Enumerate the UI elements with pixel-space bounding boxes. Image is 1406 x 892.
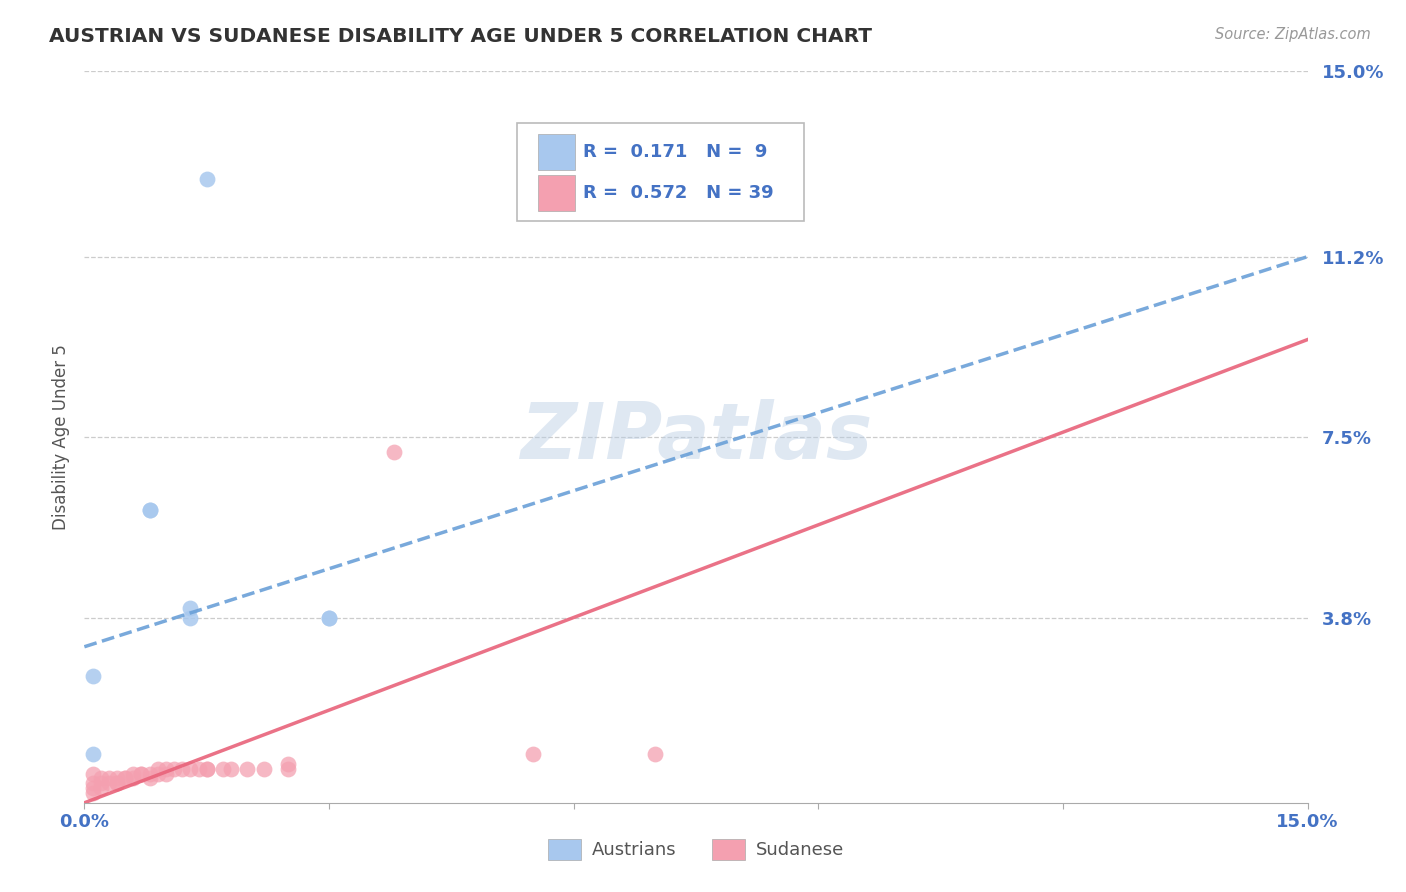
Point: [82, 669, 104, 683]
Legend: Austrians, Sudanese: Austrians, Sudanese: [541, 831, 851, 867]
Point: [82, 781, 104, 796]
Text: R =  0.572   N = 39: R = 0.572 N = 39: [583, 184, 775, 202]
Text: ZIPatlas: ZIPatlas: [520, 399, 872, 475]
Point: [122, 772, 145, 786]
Point: [236, 762, 259, 776]
Point: [138, 766, 160, 780]
Point: [253, 762, 276, 776]
Point: [138, 772, 160, 786]
Point: [90, 772, 112, 786]
Point: [105, 776, 128, 790]
Point: [82, 786, 104, 800]
Point: [163, 762, 186, 776]
Point: [155, 762, 177, 776]
Text: R =  0.171   N =  9: R = 0.171 N = 9: [583, 143, 768, 161]
Point: [179, 610, 201, 624]
Point: [122, 766, 145, 780]
Point: [97, 776, 120, 790]
Point: [97, 772, 120, 786]
Point: [219, 762, 242, 776]
Point: [155, 766, 177, 780]
Point: [146, 762, 169, 776]
Point: [318, 610, 340, 624]
Point: [212, 762, 235, 776]
Point: [195, 762, 218, 776]
Point: [82, 766, 104, 780]
Point: [195, 171, 218, 186]
Point: [187, 762, 209, 776]
Point: [82, 776, 104, 790]
Point: [82, 747, 104, 761]
Point: [105, 772, 128, 786]
Point: [105, 776, 128, 790]
Text: Source: ZipAtlas.com: Source: ZipAtlas.com: [1215, 27, 1371, 42]
Point: [277, 756, 299, 771]
Point: [179, 600, 201, 615]
Point: [90, 776, 112, 790]
Point: [172, 762, 194, 776]
Point: [138, 503, 160, 517]
Point: [131, 766, 153, 780]
Text: AUSTRIAN VS SUDANESE DISABILITY AGE UNDER 5 CORRELATION CHART: AUSTRIAN VS SUDANESE DISABILITY AGE UNDE…: [49, 27, 872, 45]
Point: [644, 747, 666, 761]
Y-axis label: Disability Age Under 5: Disability Age Under 5: [52, 344, 70, 530]
Point: [138, 503, 160, 517]
Point: [90, 781, 112, 796]
Point: [146, 766, 169, 780]
Point: [277, 762, 299, 776]
Point: [131, 766, 153, 780]
Point: [179, 762, 201, 776]
Point: [522, 747, 544, 761]
Point: [195, 762, 218, 776]
Point: [382, 444, 405, 458]
Point: [114, 772, 136, 786]
Point: [318, 610, 340, 624]
Point: [114, 772, 136, 786]
